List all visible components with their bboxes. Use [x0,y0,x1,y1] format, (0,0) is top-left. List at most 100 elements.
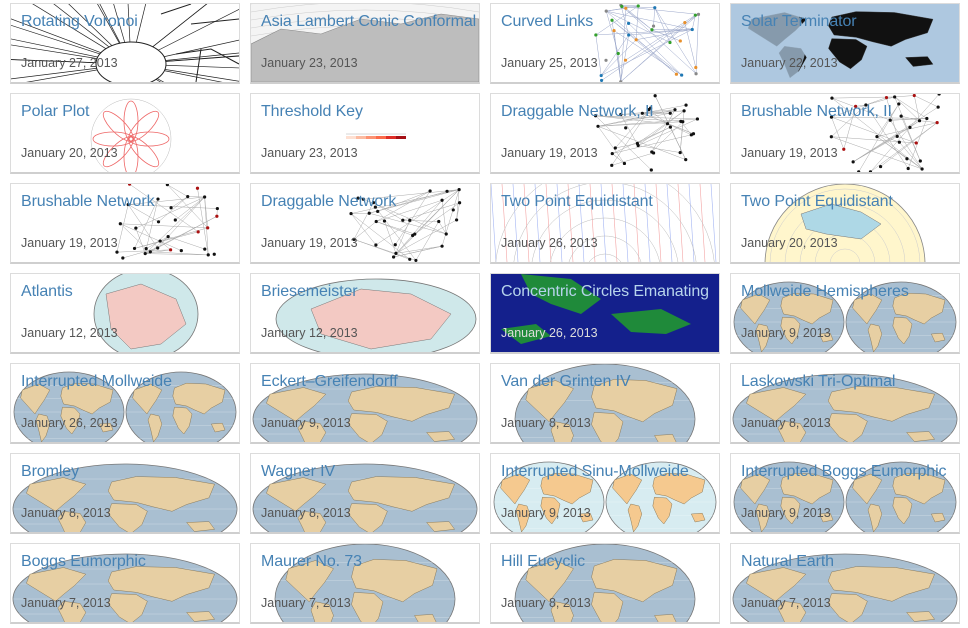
gallery-card[interactable]: Solar Terminator January 22, 2013 [730,3,960,84]
card-title[interactable]: Draggable Network [261,193,397,210]
card-title[interactable]: Curved Links [501,13,594,30]
gallery-card[interactable]: Natural Earth January 7, 2013 [730,543,960,624]
card-date: January 20, 2013 [21,146,118,160]
card-title[interactable]: Asia Lambert Conic Conformal [261,13,477,30]
card-date: January 27, 2013 [21,56,118,70]
gallery-card[interactable]: Eckert–Greifendorff January 9, 2013 [250,363,480,444]
card-thumbnail [594,4,701,82]
gallery-card[interactable]: Draggable Network, II January 19, 2013 [490,93,720,174]
card-title[interactable]: Atlantis [21,283,73,300]
card-date: January 23, 2013 [261,56,358,70]
card-title[interactable]: Solar Terminator [741,13,857,30]
gallery-card[interactable]: Brushable Network, II January 19, 2013 [730,93,960,174]
card-thumbnail [733,461,957,532]
gallery-card[interactable]: Boggs Eumorphic January 7, 2013 [10,543,240,624]
gallery-card[interactable]: Rotating Voronoi January 27, 2013 [10,3,240,84]
card-thumbnail [732,373,958,442]
card-thumbnail [12,553,238,622]
card-thumbnail [252,463,478,532]
card-title[interactable]: Bromley [21,463,79,480]
card-date: January 9, 2013 [741,326,831,340]
card-date: January 26, 2013 [501,236,598,250]
card-thumbnail [13,371,237,442]
gallery-card[interactable]: Brushable Network January 19, 2013 [10,183,240,264]
card-title[interactable]: Interrupted Sinu-Mollweide [501,463,689,480]
card-thumbnail [593,94,700,172]
card-title[interactable]: Eckert–Greifendorff [261,373,398,390]
gallery-card[interactable]: Draggable Network January 19, 2013 [250,183,480,264]
card-thumbnail [346,133,406,139]
card-date: January 25, 2013 [501,56,598,70]
gallery-card[interactable]: Interrupted Sinu-Mollweide January 9, 201… [490,453,720,534]
card-thumbnail [252,373,478,442]
card-date: January 19, 2013 [741,146,838,160]
card-thumbnail [115,184,219,260]
gallery-card[interactable]: Van der Grinten IV January 8, 2013 [490,363,720,444]
card-title[interactable]: Wagner IV [261,463,336,480]
gallery-card[interactable]: Polar Plot January 20, 2013 [10,93,240,174]
card-title[interactable]: Draggable Network, II [501,103,654,120]
card-thumbnail [764,184,926,262]
card-thumbnail [11,4,239,82]
card-date: January 19, 2013 [21,236,118,250]
card-date: January 7, 2013 [261,596,351,610]
card-title[interactable]: Two Point Equidistant [741,193,893,210]
card-date: January 9, 2013 [741,506,831,520]
card-thumbnail [733,281,957,352]
gallery-card[interactable]: Maurer No. 73 January 7, 2013 [250,543,480,624]
gallery-card[interactable]: Interrupted Boggs Eumorphic January 9, 20… [730,453,960,534]
card-thumbnail [251,4,479,82]
card-title[interactable]: Concentric Circles Emanating [501,283,709,300]
card-date: January 12, 2013 [261,326,358,340]
gallery-card[interactable]: Wagner IV January 8, 2013 [250,453,480,534]
gallery-card[interactable]: Briesemeister January 12, 2013 [250,273,480,354]
card-thumbnail [493,461,717,532]
card-thumbnail [349,188,462,262]
card-thumbnail [491,274,719,352]
gallery-card[interactable]: Atlantis January 12, 2013 [10,273,240,354]
gallery-card[interactable]: Mollweide Hemispheres January 9, 2013 [730,273,960,354]
card-title[interactable]: Rotating Voronoi [21,13,138,30]
gallery-card[interactable]: Threshold Key January 23, 2013 [250,93,480,174]
card-thumbnail [514,544,696,622]
card-title[interactable]: Van der Grinten IV [501,373,631,390]
gallery-card[interactable]: Laskowski Tri-Optimal January 8, 2013 [730,363,960,444]
card-title[interactable]: Two Point Equidistant [501,193,653,210]
card-title[interactable]: Brushable Network [21,193,155,210]
card-title[interactable]: Maurer No. 73 [261,553,362,570]
card-title[interactable]: Interrupted Boggs Eumorphic [741,463,947,480]
gallery-card[interactable]: Two Point Equidistant January 26, 2013 [490,183,720,264]
card-date: January 9, 2013 [501,506,591,520]
gallery-card[interactable]: Two Point Equidistant January 20, 2013 [730,183,960,264]
card-date: January 19, 2013 [261,236,358,250]
card-date: January 7, 2013 [741,596,831,610]
gallery-card[interactable]: Hill Eucyclic January 8, 2013 [490,543,720,624]
gallery-card[interactable]: Bromley January 8, 2013 [10,453,240,534]
card-title[interactable]: Laskowski Tri-Optimal [741,373,896,390]
gallery-card[interactable]: Curved Links January 25, 2013 [490,3,720,84]
card-date: January 22, 2013 [741,56,838,70]
card-title[interactable]: Brushable Network, II [741,103,892,120]
card-date: January 8, 2013 [741,416,831,430]
card-title[interactable]: Briesemeister [261,283,358,300]
card-title[interactable]: Interrupted Mollweide [21,373,172,390]
card-date: January 8, 2013 [501,416,591,430]
card-title[interactable]: Natural Earth [741,553,834,570]
card-title[interactable]: Mollweide Hemispheres [741,283,909,300]
card-thumbnail [12,463,238,532]
gallery-card[interactable]: Interrupted Mollweide January 26, 2013 [10,363,240,444]
card-thumbnail [514,364,696,442]
gallery-card[interactable]: Asia Lambert Conic Conformal January 23, … [250,3,480,84]
card-title[interactable]: Hill Eucyclic [501,553,586,570]
card-date: January 26, 2013 [501,326,598,340]
card-date: January 8, 2013 [21,506,111,520]
card-title[interactable]: Threshold Key [261,103,363,120]
card-title[interactable]: Boggs Eumorphic [21,553,146,570]
card-date: January 23, 2013 [261,146,358,160]
card-thumbnail [275,278,477,352]
gallery-card[interactable]: Concentric Circles Emanating January 26, … [490,273,720,354]
card-thumbnail [732,553,958,622]
card-thumbnail [731,4,959,82]
card-title[interactable]: Polar Plot [21,103,90,120]
